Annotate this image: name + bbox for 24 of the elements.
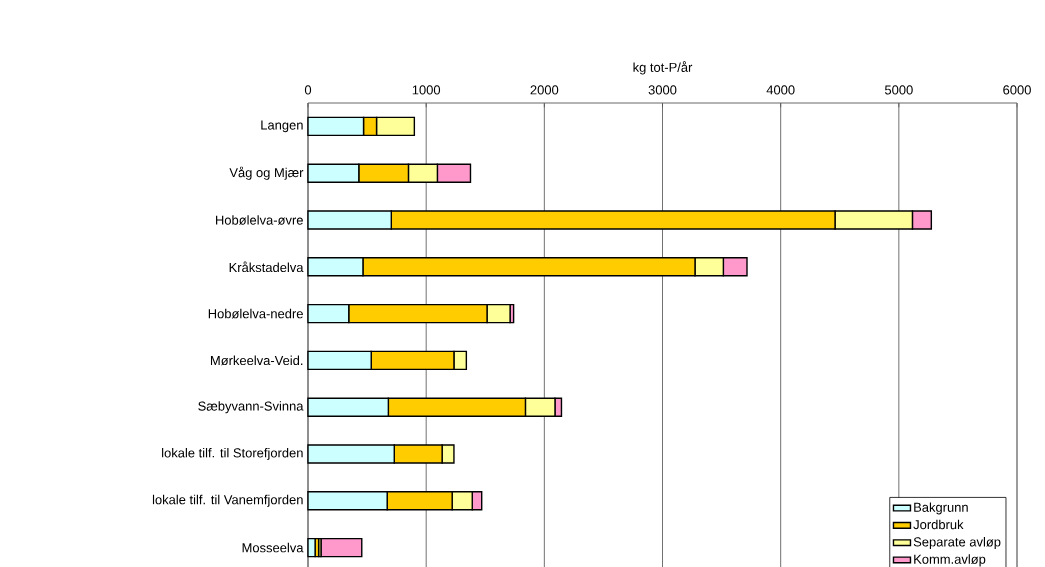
x-tick-label: 2000	[530, 85, 559, 95]
legend-label: Jordbruk	[913, 519, 964, 530]
legend-label: Separate avløp	[913, 537, 1001, 550]
legend-label: Bakgrunn	[914, 502, 968, 515]
y-tick-label: Langen	[261, 120, 303, 133]
y-tick-label: lokale tilf. til Storefjorden	[162, 447, 303, 461]
x-tick-label: 0	[304, 85, 312, 95]
y-tick-label: Sæbyvann-Svinna	[198, 401, 304, 414]
y-tick-label: lokale tilf. til Vanemfjorden	[152, 494, 303, 507]
y-tick-label: Våg og Mjær	[229, 166, 304, 180]
bar	[320, 537, 363, 558]
y-tick-label: Mørkeelva-Veid.	[210, 355, 303, 366]
x-axis-title: kg tot-P/år	[633, 61, 693, 75]
y-tick-label: Mosseelva	[242, 542, 304, 553]
y-tick-label: Kråkstadelva	[229, 261, 304, 273]
y-tick-label: Hobølelva-øvre	[216, 215, 303, 225]
legend-label: Komm.avløp	[914, 554, 986, 567]
x-tick-label: 5000	[884, 85, 913, 95]
x-tick-label: 1000	[412, 85, 441, 95]
x-tick-label: 6000	[1003, 85, 1031, 95]
x-tick-label: 4000	[766, 85, 795, 95]
y-tick-label: Hobølelva-nedre	[208, 308, 303, 319]
bar	[307, 537, 316, 558]
x-tick-label: 3000	[648, 85, 677, 95]
